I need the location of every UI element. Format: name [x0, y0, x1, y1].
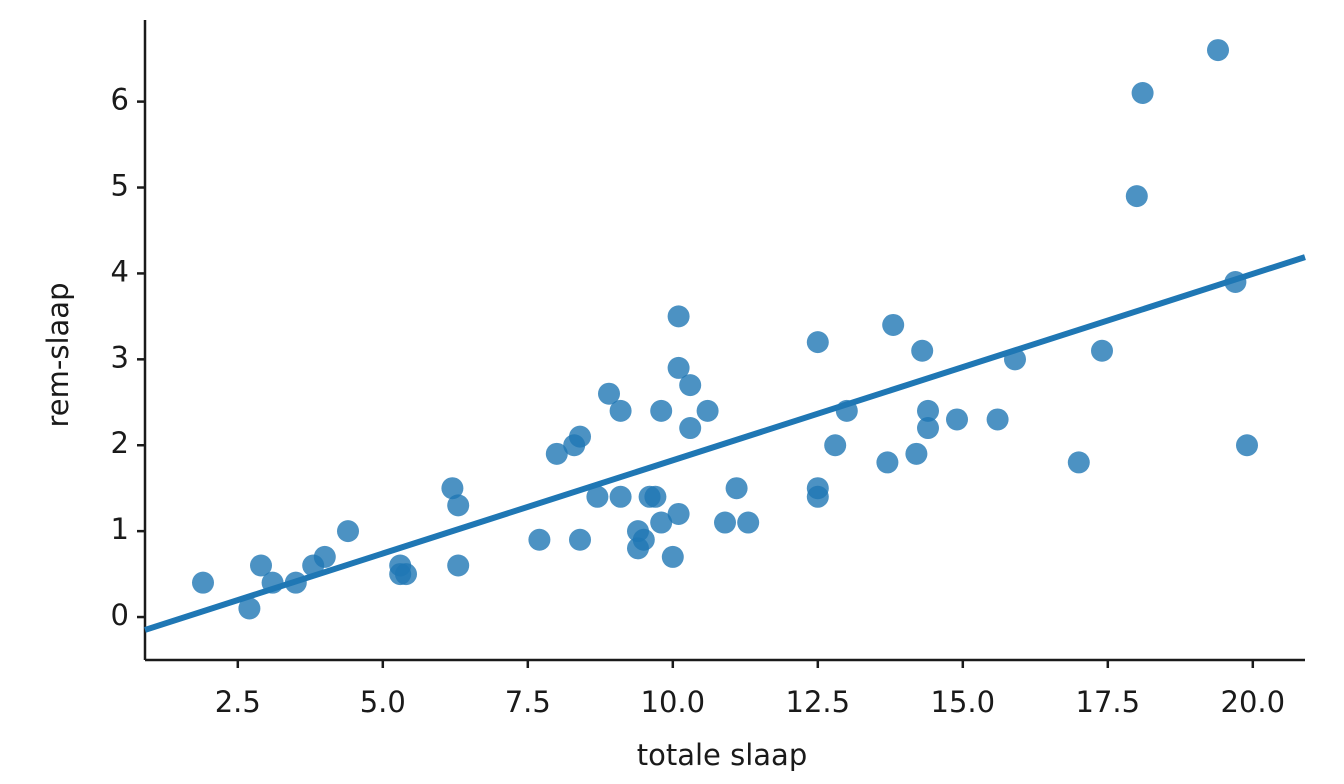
- regression-line: [144, 254, 1306, 633]
- data-point: [882, 313, 905, 336]
- y-tick-label: 3: [111, 340, 129, 374]
- data-point: [644, 485, 667, 508]
- data-point: [679, 374, 702, 397]
- data-point: [824, 434, 847, 457]
- x-axis-label: totale slaap: [637, 738, 808, 772]
- x-tick-label: 2.5: [215, 685, 261, 719]
- data-point: [667, 305, 690, 328]
- data-point: [569, 425, 591, 448]
- data-point: [528, 528, 551, 551]
- data-point: [441, 477, 464, 500]
- data-point: [395, 563, 417, 586]
- data-point: [737, 511, 760, 534]
- data-point: [905, 442, 928, 465]
- data-point: [876, 451, 899, 474]
- data-point: [1091, 339, 1113, 362]
- data-point: [650, 399, 673, 422]
- x-tick-label: 17.5: [1076, 685, 1141, 719]
- data-point: [1207, 39, 1229, 62]
- x-tick-label: 5.0: [360, 685, 406, 719]
- y-tick-label: 5: [111, 169, 129, 203]
- x-tick-label: 12.5: [786, 685, 851, 719]
- data-point: [447, 494, 470, 517]
- data-point: [632, 528, 655, 551]
- data-point: [917, 417, 939, 440]
- data-point: [806, 331, 829, 354]
- data-point: [667, 356, 690, 379]
- data-point: [598, 382, 620, 405]
- y-tick-label: 2: [111, 426, 129, 460]
- data-point: [447, 554, 470, 577]
- data-point: [1125, 185, 1148, 208]
- data-point: [679, 417, 702, 440]
- data-point: [986, 408, 1009, 431]
- y-axis-label: rem-slaap: [41, 283, 75, 428]
- data-point: [667, 502, 690, 525]
- data-point: [192, 571, 214, 594]
- x-tick-label: 20.0: [1221, 685, 1286, 719]
- data-point: [806, 485, 829, 508]
- x-tick-label: 10.0: [641, 685, 706, 719]
- data-point: [917, 399, 939, 422]
- data-point: [1131, 82, 1154, 105]
- y-tick-label: 6: [111, 83, 129, 117]
- data-point: [696, 399, 719, 422]
- data-point: [911, 339, 934, 362]
- data-point: [946, 408, 968, 431]
- data-point: [337, 520, 359, 543]
- data-point: [545, 442, 568, 465]
- data-point: [250, 554, 272, 577]
- data-point: [650, 511, 673, 534]
- data-point: [586, 485, 609, 508]
- y-tick-label: 4: [111, 254, 129, 288]
- data-point: [725, 477, 748, 500]
- data-point: [313, 545, 336, 568]
- data-point: [238, 597, 261, 620]
- x-tick-label: 7.5: [505, 685, 551, 719]
- data-point: [609, 485, 632, 508]
- data-point: [569, 528, 591, 551]
- y-tick-label: 1: [111, 512, 129, 546]
- data-point: [661, 545, 684, 568]
- data-point: [1236, 434, 1258, 457]
- x-tick-label: 15.0: [931, 685, 996, 719]
- y-tick-label: 0: [111, 598, 129, 632]
- data-point: [609, 399, 632, 422]
- data-point: [1067, 451, 1090, 474]
- data-point: [714, 511, 736, 534]
